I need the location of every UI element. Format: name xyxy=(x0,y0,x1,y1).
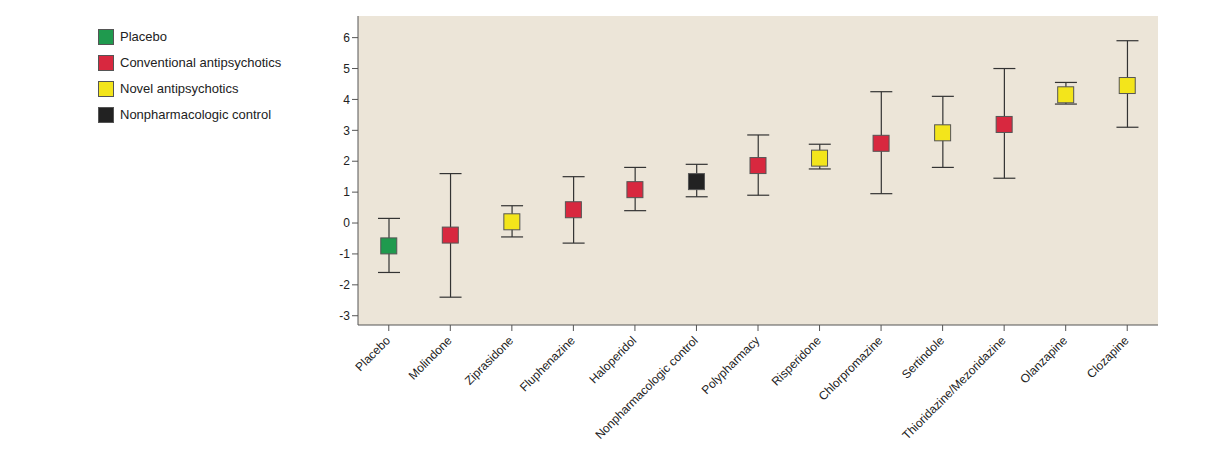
svg-text:4: 4 xyxy=(343,93,350,107)
svg-text:-1: -1 xyxy=(339,247,350,261)
svg-text:Thioridazine/Mezoridazine: Thioridazine/Mezoridazine xyxy=(900,333,1009,442)
svg-text:Placebo: Placebo xyxy=(353,333,394,374)
svg-text:Haloperidol: Haloperidol xyxy=(586,333,639,386)
svg-text:Ziprasidone: Ziprasidone xyxy=(462,333,516,387)
svg-text:5: 5 xyxy=(343,62,350,76)
html-text:Conventional antipsychotics: Conventional antipsychotics xyxy=(120,55,282,70)
svg-text:2: 2 xyxy=(343,154,350,168)
html-text:Placebo: Placebo xyxy=(120,29,167,44)
svg-text:-2: -2 xyxy=(339,278,350,292)
svg-text:6: 6 xyxy=(343,31,350,45)
svg-text:Fluphenazine: Fluphenazine xyxy=(517,333,578,394)
svg-text:Molindone: Molindone xyxy=(406,333,455,382)
html-text:Nonpharmacologic control: Nonpharmacologic control xyxy=(120,107,271,122)
svg-text:0: 0 xyxy=(343,216,350,230)
svg-text:Sertindole: Sertindole xyxy=(899,333,947,381)
svg-text:1: 1 xyxy=(343,185,350,199)
svg-text:Olanzapine: Olanzapine xyxy=(1017,333,1070,386)
svg-text:Chlorpromazine: Chlorpromazine xyxy=(816,333,886,403)
svg-text:-3: -3 xyxy=(339,309,350,323)
html-text:Novel antipsychotics: Novel antipsychotics xyxy=(120,81,239,96)
svg-text:3: 3 xyxy=(343,124,350,138)
svg-text:Nonpharmacologic control: Nonpharmacologic control xyxy=(592,333,700,441)
svg-text:Clozapine: Clozapine xyxy=(1084,333,1132,381)
svg-text:Polypharmacy: Polypharmacy xyxy=(699,333,763,397)
svg-text:Risperidone: Risperidone xyxy=(769,333,824,388)
